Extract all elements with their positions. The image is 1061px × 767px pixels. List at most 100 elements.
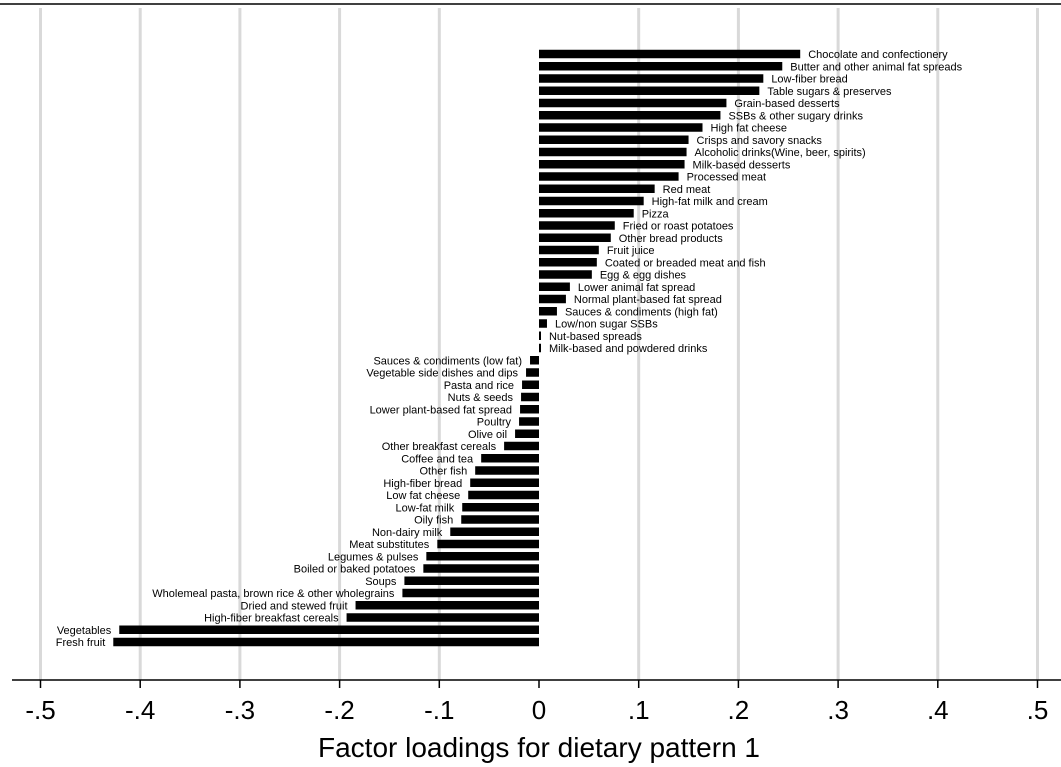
bar	[522, 380, 539, 389]
bar-label: Other bread products	[619, 233, 723, 245]
bar	[539, 221, 615, 230]
bar	[113, 637, 539, 647]
bar	[539, 294, 566, 304]
bar	[462, 503, 539, 512]
bar-label: Fresh fruit	[56, 637, 106, 649]
x-tick-label: .2	[728, 695, 750, 725]
bar	[539, 49, 801, 59]
bar-label: Coffee and tea	[401, 453, 474, 465]
bar-label: Pizza	[642, 208, 670, 220]
x-tick-label: .3	[827, 695, 849, 725]
bar-label: Sauces & condiments (high fat)	[565, 306, 718, 318]
bar	[539, 258, 597, 267]
bar	[539, 319, 547, 328]
bar-label: Lower plant-based fat spread	[370, 404, 512, 416]
bar	[530, 356, 539, 365]
bar	[539, 282, 570, 291]
bar	[539, 184, 655, 193]
bar-label: Wholemeal pasta, brown rice & other whol…	[152, 588, 395, 600]
bar-label: Meat substitutes	[349, 539, 430, 551]
bar-label: Lower animal fat spread	[578, 282, 695, 294]
bar	[470, 478, 539, 487]
bar-label: Coated or breaded meat and fish	[605, 257, 766, 269]
x-tick-label: 0	[532, 695, 546, 725]
bar-label: Low fat cheese	[386, 490, 460, 502]
bar	[539, 62, 783, 71]
bar-label: Other breakfast cereals	[382, 441, 497, 453]
bar-label: Pasta and rice	[444, 380, 514, 392]
x-tick-label: -.1	[424, 695, 454, 725]
bar-label: Legumes & pulses	[328, 551, 419, 563]
bar	[481, 454, 539, 463]
bar	[539, 172, 679, 181]
x-tick-label: .5	[1027, 695, 1049, 725]
bar-label: Chocolate and confectionery	[808, 49, 948, 61]
bar	[504, 441, 539, 451]
bar-label: Nut-based spreads	[549, 331, 642, 343]
bar-label: Olive oil	[468, 429, 507, 441]
bar-label: Boiled or baked potatoes	[294, 564, 416, 576]
bar	[520, 405, 539, 414]
bar-label: Processed meat	[687, 172, 766, 184]
bar	[539, 111, 721, 120]
bar	[539, 343, 541, 353]
bar	[521, 392, 539, 402]
bar-label: Crisps and savory snacks	[697, 135, 823, 147]
bar	[539, 147, 687, 157]
bar-label: Egg & egg dishes	[600, 270, 687, 282]
x-tick-label: -.3	[225, 695, 255, 725]
x-tick-label: .4	[927, 695, 949, 725]
bar-label: Nuts & seeds	[448, 392, 514, 404]
bar-label: Dried and stewed fruit	[241, 600, 348, 612]
bar-label: Low-fat milk	[396, 502, 455, 514]
grid-lines	[39, 8, 1039, 680]
bar-label: High-fiber breakfast cereals	[204, 613, 339, 625]
bar	[119, 625, 539, 634]
bar-label: High-fat milk and cream	[652, 196, 768, 208]
bar-label: High fat cheese	[711, 123, 787, 135]
bar-label: SSBs & other sugary drinks	[728, 110, 863, 122]
bar	[437, 539, 539, 549]
bar	[355, 601, 539, 610]
bar-label: High-fiber bread	[383, 478, 462, 490]
bar-label: Butter and other animal fat spreads	[790, 61, 962, 73]
bar-label: Other fish	[420, 466, 468, 478]
bar	[539, 86, 760, 95]
bar	[539, 331, 541, 340]
bar	[468, 490, 539, 500]
bar-label: Red meat	[663, 184, 711, 196]
bar	[346, 613, 539, 622]
bar	[404, 576, 539, 585]
bar	[539, 245, 599, 255]
bar-label: Normal plant-based fat spread	[574, 294, 722, 306]
bar	[539, 160, 685, 169]
bar	[539, 98, 727, 108]
bar-label: Fried or roast potatoes	[623, 221, 734, 233]
bar	[539, 233, 611, 242]
bar-label: Alcoholic drinks(Wine, beer, spirits)	[695, 147, 866, 159]
bar	[426, 552, 539, 561]
bar	[539, 135, 689, 144]
x-tick-label: .1	[628, 695, 650, 725]
bar	[539, 209, 634, 218]
bar	[423, 564, 539, 573]
bar	[526, 368, 539, 377]
bar	[539, 123, 703, 132]
bar	[539, 74, 764, 83]
bar-label: Soups	[365, 576, 397, 588]
bar-label: Non-dairy milk	[372, 527, 443, 539]
bar	[402, 588, 539, 598]
bar-label: Oily fish	[414, 515, 453, 527]
bar	[515, 429, 539, 438]
bar-label: Milk-based and powdered drinks	[549, 343, 708, 355]
x-axis-ticks: -.5 -.4 -.3 -.2 -.1 0 .1 .2 .3 .4 .5	[25, 680, 1048, 725]
bar-label: Sauces & condiments (low fat)	[373, 355, 522, 367]
bar	[450, 527, 539, 536]
bar	[461, 515, 539, 524]
x-tick-label: -.5	[25, 695, 55, 725]
bars	[113, 49, 801, 647]
bar-label: Vegetable side dishes and dips	[366, 368, 518, 380]
bar-label: Vegetables	[57, 625, 112, 637]
